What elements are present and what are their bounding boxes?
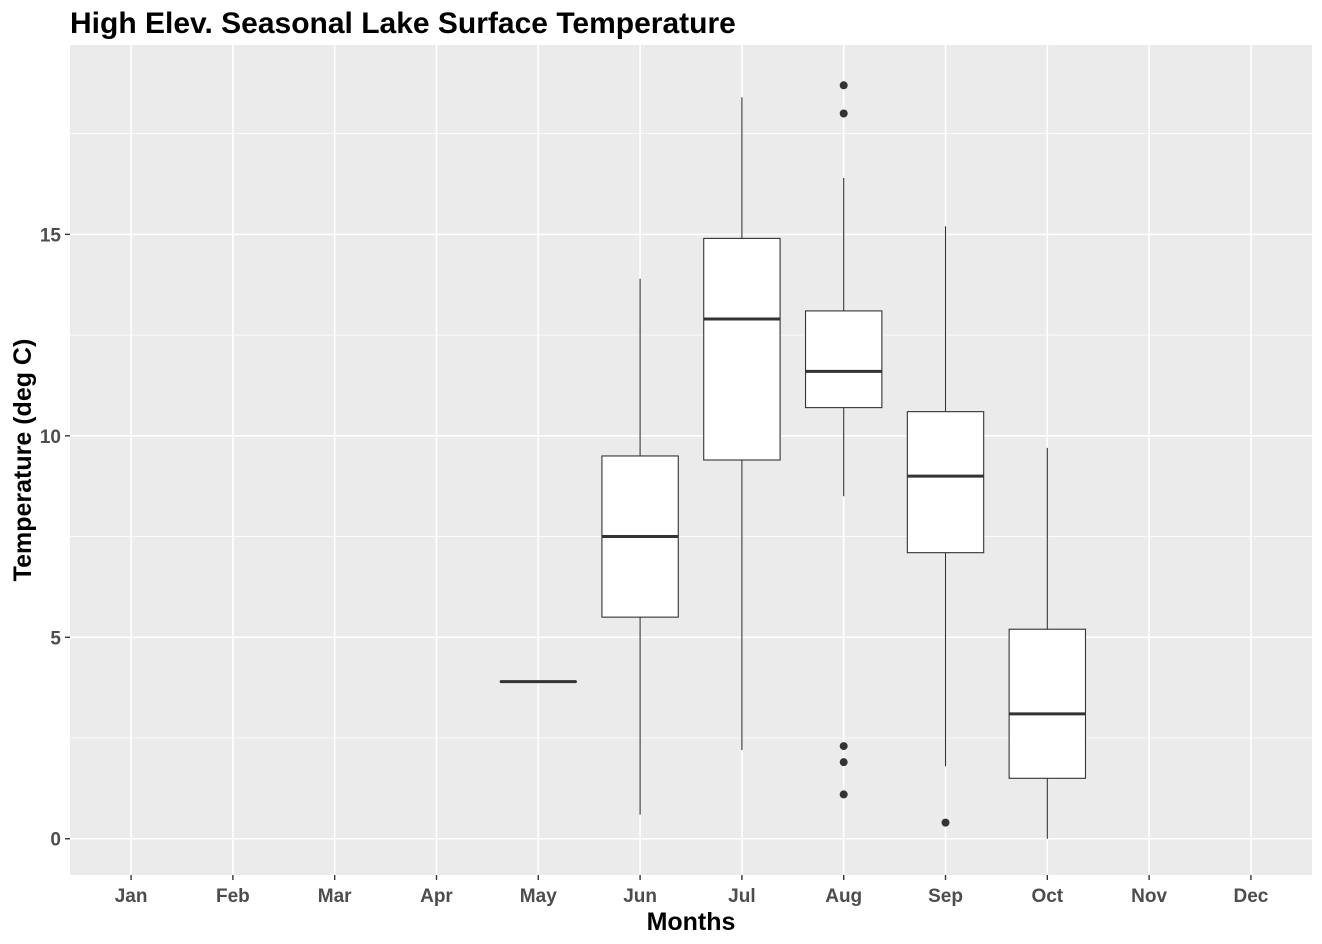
y-tick-label: 10 [40,427,61,448]
y-axis-title: Temperature (deg C) [9,339,37,582]
x-tick-label: Jun [623,886,657,907]
box-iqr [703,237,781,461]
chart-title: High Elev. Seasonal Lake Surface Tempera… [70,7,736,40]
x-tick-label: Nov [1131,886,1167,907]
outlier-point [941,818,950,827]
x-tick-label: Apr [420,886,453,907]
outlier-point [839,109,848,118]
boxes [499,81,1087,839]
box-jul [703,97,781,751]
outlier-point [839,742,848,751]
x-tick-label: Jan [115,886,148,907]
y-tick-label: 0 [50,830,61,851]
box-oct [1008,447,1087,839]
x-tick-label: Dec [1233,886,1268,907]
y-tick-label: 5 [50,628,61,649]
outlier-point [839,81,848,90]
plot-panel [70,45,1312,875]
x-tick-label: Aug [825,886,862,907]
x-tick-label: Feb [216,886,250,907]
box-aug [804,81,883,799]
box-iqr [1008,628,1087,779]
outlier-point [839,790,848,799]
x-tick-label: Sep [928,886,963,907]
y-axis: 0 5 10 15 [40,225,70,851]
outlier-point [839,758,848,767]
y-tick-label: 15 [40,225,62,246]
box-jun [601,278,679,815]
x-tick-label: Jul [728,886,755,907]
x-axis: Jan Feb Mar Apr May Jun Jul Aug Sep Oct Nov Dec [115,875,1269,907]
x-tick-label: Oct [1031,886,1063,907]
x-tick-label: Mar [318,886,352,907]
x-tick-label: May [520,886,557,907]
box-iqr [804,310,883,409]
box-iqr [906,411,985,554]
x-axis-title: Months [647,908,736,936]
box-sep [906,226,985,827]
